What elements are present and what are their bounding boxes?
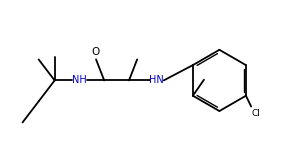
- Text: NH: NH: [72, 75, 87, 85]
- Text: O: O: [91, 47, 100, 57]
- Text: Cl: Cl: [252, 108, 261, 117]
- Text: HN: HN: [149, 75, 164, 85]
